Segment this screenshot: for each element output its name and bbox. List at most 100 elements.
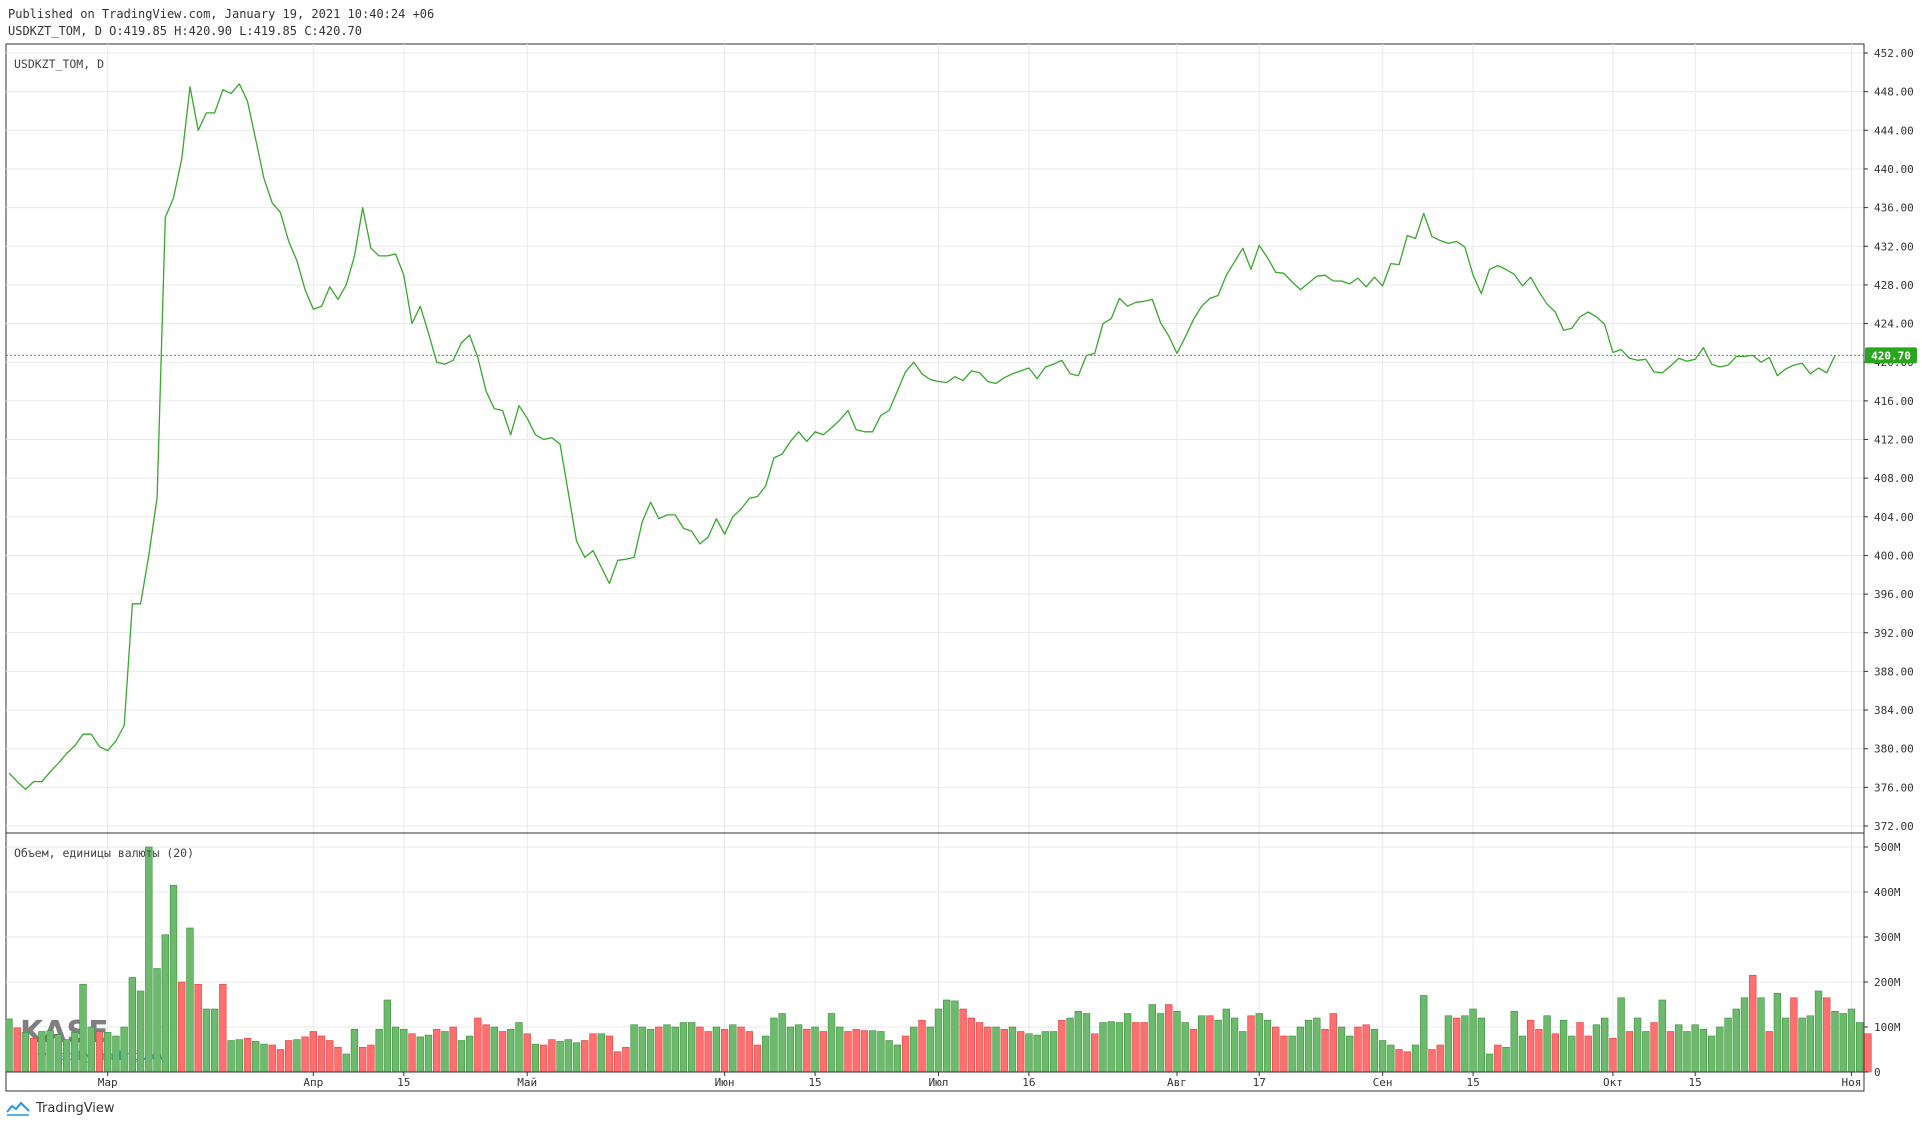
volume-bar: [1568, 1035, 1576, 1073]
volume-bar: [581, 1040, 589, 1073]
volume-bar: [153, 968, 161, 1073]
volume-bar: [1535, 1028, 1543, 1073]
volume-bar: [1074, 1010, 1082, 1073]
price-tick-label: 412.00: [1874, 434, 1914, 447]
time-axis[interactable]: МарАпр15МайИюн15Июл16Авг17Сен15Окт15Ноя1…: [6, 1071, 1922, 1089]
volume-bar: [877, 1031, 885, 1073]
price-tick-label: 408.00: [1874, 472, 1914, 485]
time-tick-label: 16: [1022, 1076, 1035, 1089]
volume-bar: [1502, 1046, 1510, 1073]
time-tick-label: Май: [517, 1076, 537, 1089]
volume-bar: [260, 1043, 268, 1073]
volume-bar: [1559, 1019, 1568, 1073]
volume-bar: [186, 927, 194, 1073]
volume-bar: [1239, 1031, 1247, 1073]
price-tick-label: 428.00: [1874, 279, 1914, 292]
time-tick-label: Июн: [715, 1076, 735, 1089]
volume-bar: [1041, 1031, 1050, 1073]
volume-bar: [112, 1035, 120, 1073]
volume-bar: [1485, 1053, 1494, 1073]
volume-bar: [671, 1026, 679, 1073]
volume-bar: [737, 1026, 745, 1073]
volume-bar: [1329, 1013, 1337, 1073]
volume-bar: [474, 1017, 482, 1073]
volume-tick-label: 100M: [1874, 1021, 1901, 1034]
volume-bar: [235, 1039, 243, 1073]
volume-bar: [745, 1031, 753, 1073]
volume-bar: [1428, 1049, 1436, 1073]
time-tick-label: Мар: [98, 1076, 118, 1089]
volume-bar: [1082, 1013, 1091, 1073]
volume-bar: [1831, 1010, 1839, 1073]
volume-bar: [1461, 1015, 1469, 1073]
volume-bar: [46, 1030, 54, 1073]
volume-bar: [268, 1044, 276, 1073]
volume-bar: [605, 1035, 614, 1073]
volume-bar: [1206, 1015, 1214, 1073]
volume-bar: [1601, 1017, 1609, 1073]
footer-brand-label: TradingView: [36, 1100, 115, 1116]
volume-bar: [1132, 1022, 1140, 1073]
volume-bar: [227, 1040, 235, 1073]
volume-bar: [753, 1044, 762, 1073]
volume-bar: [646, 1028, 655, 1073]
volume-bar: [926, 1026, 934, 1073]
volume-bar: [383, 999, 392, 1073]
volume-bar: [852, 1028, 860, 1073]
price-tick-label: 440.00: [1874, 163, 1914, 176]
volume-bar: [252, 1041, 260, 1073]
volume-bar: [120, 1026, 128, 1073]
volume-bar: [1806, 1015, 1814, 1073]
volume-bar: [391, 1026, 400, 1073]
volume-bar: [1025, 1033, 1033, 1073]
volume-bar: [1642, 1031, 1650, 1073]
volume-bar: [219, 983, 227, 1073]
volume-bar: [1165, 1004, 1173, 1073]
volume-bar: [194, 983, 202, 1073]
volume-bar: [5, 1018, 13, 1073]
volume-bar: [13, 1027, 21, 1073]
volume-bar: [284, 1040, 293, 1073]
volume-bar: [490, 1026, 498, 1073]
volume-bar: [531, 1043, 540, 1073]
volume-bar: [729, 1024, 737, 1073]
volume-bar: [1387, 1044, 1395, 1073]
volume-bar: [375, 1028, 383, 1073]
volume-bar: [515, 1022, 523, 1073]
volume-bar: [786, 1026, 795, 1073]
price-tick-label: 376.00: [1874, 781, 1914, 794]
time-tick-label: 15: [397, 1076, 410, 1089]
volume-tick-label: 500M: [1874, 841, 1901, 854]
volume-bar: [1452, 1017, 1461, 1073]
volume-bar: [1699, 1028, 1708, 1073]
volume-bar: [523, 1033, 531, 1073]
volume-bar: [1099, 1022, 1107, 1073]
volume-bar: [1732, 1008, 1740, 1073]
volume-bar: [836, 1026, 844, 1073]
volume-bar: [342, 1053, 350, 1073]
volume-bar: [720, 1028, 729, 1073]
time-tick-label: Авг: [1167, 1076, 1187, 1089]
footer-brand[interactable]: TradingView: [6, 1100, 115, 1116]
volume-bar: [62, 1039, 71, 1073]
volume-axis[interactable]: 500M 400M 300M 200M 100M 0: [1864, 841, 1901, 1079]
volume-bar: [1864, 1033, 1872, 1073]
volume-bar: [597, 1033, 605, 1073]
volume-bar: [679, 1022, 688, 1073]
volume-bar: [21, 1032, 30, 1073]
volume-bar: [688, 1022, 696, 1073]
volume-bar: [1469, 1008, 1477, 1073]
price-tick-label: 424.00: [1874, 318, 1914, 331]
volume-bar: [1354, 1026, 1362, 1073]
volume-bar: [1181, 1022, 1189, 1073]
volume-bar: [762, 1035, 770, 1073]
volume-bar: [309, 1031, 318, 1073]
time-tick-label: 17: [1253, 1076, 1266, 1089]
volume-bar: [819, 1031, 827, 1073]
volume-bar: [967, 1017, 976, 1073]
volume-bar: [556, 1041, 564, 1073]
price-axis[interactable]: 452.00 448.00 444.00 440.00 436.00 432.00 428.…: [1864, 47, 1917, 833]
volume-bar: [1724, 1017, 1732, 1073]
volume-bar: [1633, 1017, 1642, 1073]
